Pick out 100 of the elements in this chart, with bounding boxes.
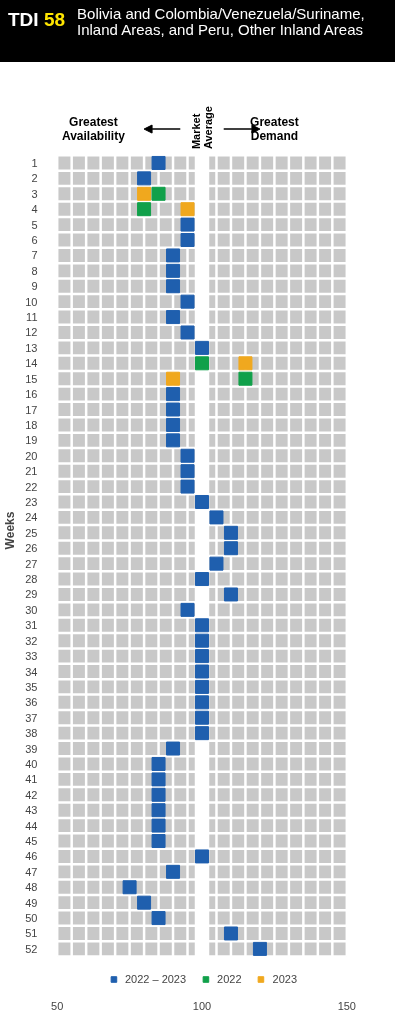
point — [122, 880, 137, 895]
y-tick-label: 27 — [25, 557, 38, 570]
legend-label: 2022 – 2023 — [124, 973, 187, 985]
point — [195, 849, 209, 864]
point — [195, 618, 209, 633]
y-tick-label: 6 — [31, 234, 38, 247]
y-tick-label: 36 — [25, 696, 38, 709]
y-tick-label: 38 — [25, 727, 38, 740]
y-tick-label: 2 — [31, 172, 38, 185]
point — [195, 710, 209, 725]
y-tick-label: 8 — [31, 264, 38, 277]
y-tick-label: 26 — [25, 542, 38, 555]
y-tick-label: 44 — [25, 819, 38, 832]
y-tick-label: 20 — [25, 449, 38, 462]
point — [238, 356, 253, 371]
y-tick-label: 28 — [25, 573, 38, 586]
y-tick-label: 35 — [25, 680, 38, 693]
y-tick-label: 1 — [31, 156, 38, 169]
point — [166, 248, 181, 263]
y-tick-label: 49 — [25, 896, 38, 909]
point — [195, 695, 209, 710]
x-tick-label: 150 — [337, 999, 356, 1012]
y-tick-label: 18 — [25, 418, 38, 431]
y-tick-label: 25 — [25, 526, 38, 539]
y-tick-label: 15 — [25, 372, 38, 385]
point — [137, 186, 152, 201]
y-tick-label: 16 — [25, 388, 38, 401]
y-tick-label: 22 — [25, 480, 38, 493]
point — [137, 202, 152, 217]
point — [166, 279, 181, 294]
point — [195, 649, 209, 664]
y-tick-label: 39 — [25, 742, 38, 755]
point — [195, 356, 209, 371]
point — [166, 864, 181, 879]
point — [166, 387, 181, 402]
y-tick-label: 21 — [25, 465, 38, 478]
y-tick-label: 10 — [25, 295, 38, 308]
point — [180, 479, 195, 494]
y-tick-label: 40 — [25, 757, 38, 770]
point — [195, 633, 209, 648]
point — [195, 679, 209, 694]
point — [180, 233, 195, 248]
y-tick-label: 11 — [26, 311, 38, 324]
y-tick-label: 13 — [25, 341, 38, 354]
y-tick-label: 32 — [25, 634, 38, 647]
y-tick-label: 31 — [25, 619, 38, 632]
y-tick-label: 52 — [25, 942, 38, 955]
point — [195, 726, 209, 741]
point — [180, 464, 195, 479]
y-tick-label: 33 — [25, 650, 38, 663]
y-tick-label: 5 — [31, 218, 38, 231]
point — [195, 664, 209, 679]
y-tick-label: 4 — [31, 203, 38, 216]
point — [180, 448, 195, 463]
y-tick-label: 3 — [31, 187, 38, 200]
point — [209, 556, 224, 571]
y-tick-label: 47 — [25, 865, 38, 878]
point — [151, 911, 166, 926]
y-tick-label: 23 — [25, 495, 38, 508]
point — [195, 340, 209, 355]
y-tick-label: 43 — [25, 804, 38, 817]
y-tick-label: 45 — [25, 835, 38, 848]
y-tick-label: 17 — [25, 403, 38, 416]
point — [195, 572, 209, 587]
y-tick-label: 34 — [25, 665, 38, 678]
point — [151, 772, 166, 787]
y-tick-label: 24 — [25, 511, 38, 524]
point — [151, 787, 166, 802]
text: Greatest Availability — [61, 115, 126, 144]
y-tick-label: 14 — [25, 357, 38, 370]
y-tick-label: 37 — [25, 711, 38, 724]
point — [166, 402, 181, 417]
point — [137, 895, 152, 910]
y-tick-label: 30 — [25, 603, 38, 616]
y-tick-label: 29 — [25, 588, 38, 601]
y-tick-label: 48 — [25, 881, 38, 894]
point — [223, 587, 238, 602]
point — [252, 941, 267, 956]
y-tick-label: 46 — [25, 850, 38, 863]
text: Greatest Demand — [250, 115, 299, 144]
point — [151, 803, 166, 818]
y-tick-label: 12 — [25, 326, 38, 339]
chart-title: TDI 58 — [8, 8, 66, 32]
y-tick-label: 51 — [25, 927, 38, 940]
y-tick-label: 7 — [31, 249, 38, 262]
point — [223, 926, 238, 941]
y-tick-label: 9 — [31, 280, 38, 293]
point — [223, 525, 238, 540]
point — [180, 202, 195, 217]
x-tick-label: 50 — [51, 999, 64, 1012]
point — [166, 741, 181, 756]
y-tick-label: 50 — [25, 912, 38, 925]
y-tick-label: 42 — [25, 788, 38, 801]
point — [151, 186, 166, 201]
x-tick-label: 100 — [192, 999, 212, 1012]
point — [180, 217, 195, 232]
point — [166, 371, 181, 386]
point — [151, 834, 166, 849]
chart-subtitle: Bolivia and Colombia/Venezuela/Suriname, Inland Areas, and Peru, Other Inland Areas — [77, 5, 366, 40]
y-tick-label: 41 — [25, 773, 38, 786]
